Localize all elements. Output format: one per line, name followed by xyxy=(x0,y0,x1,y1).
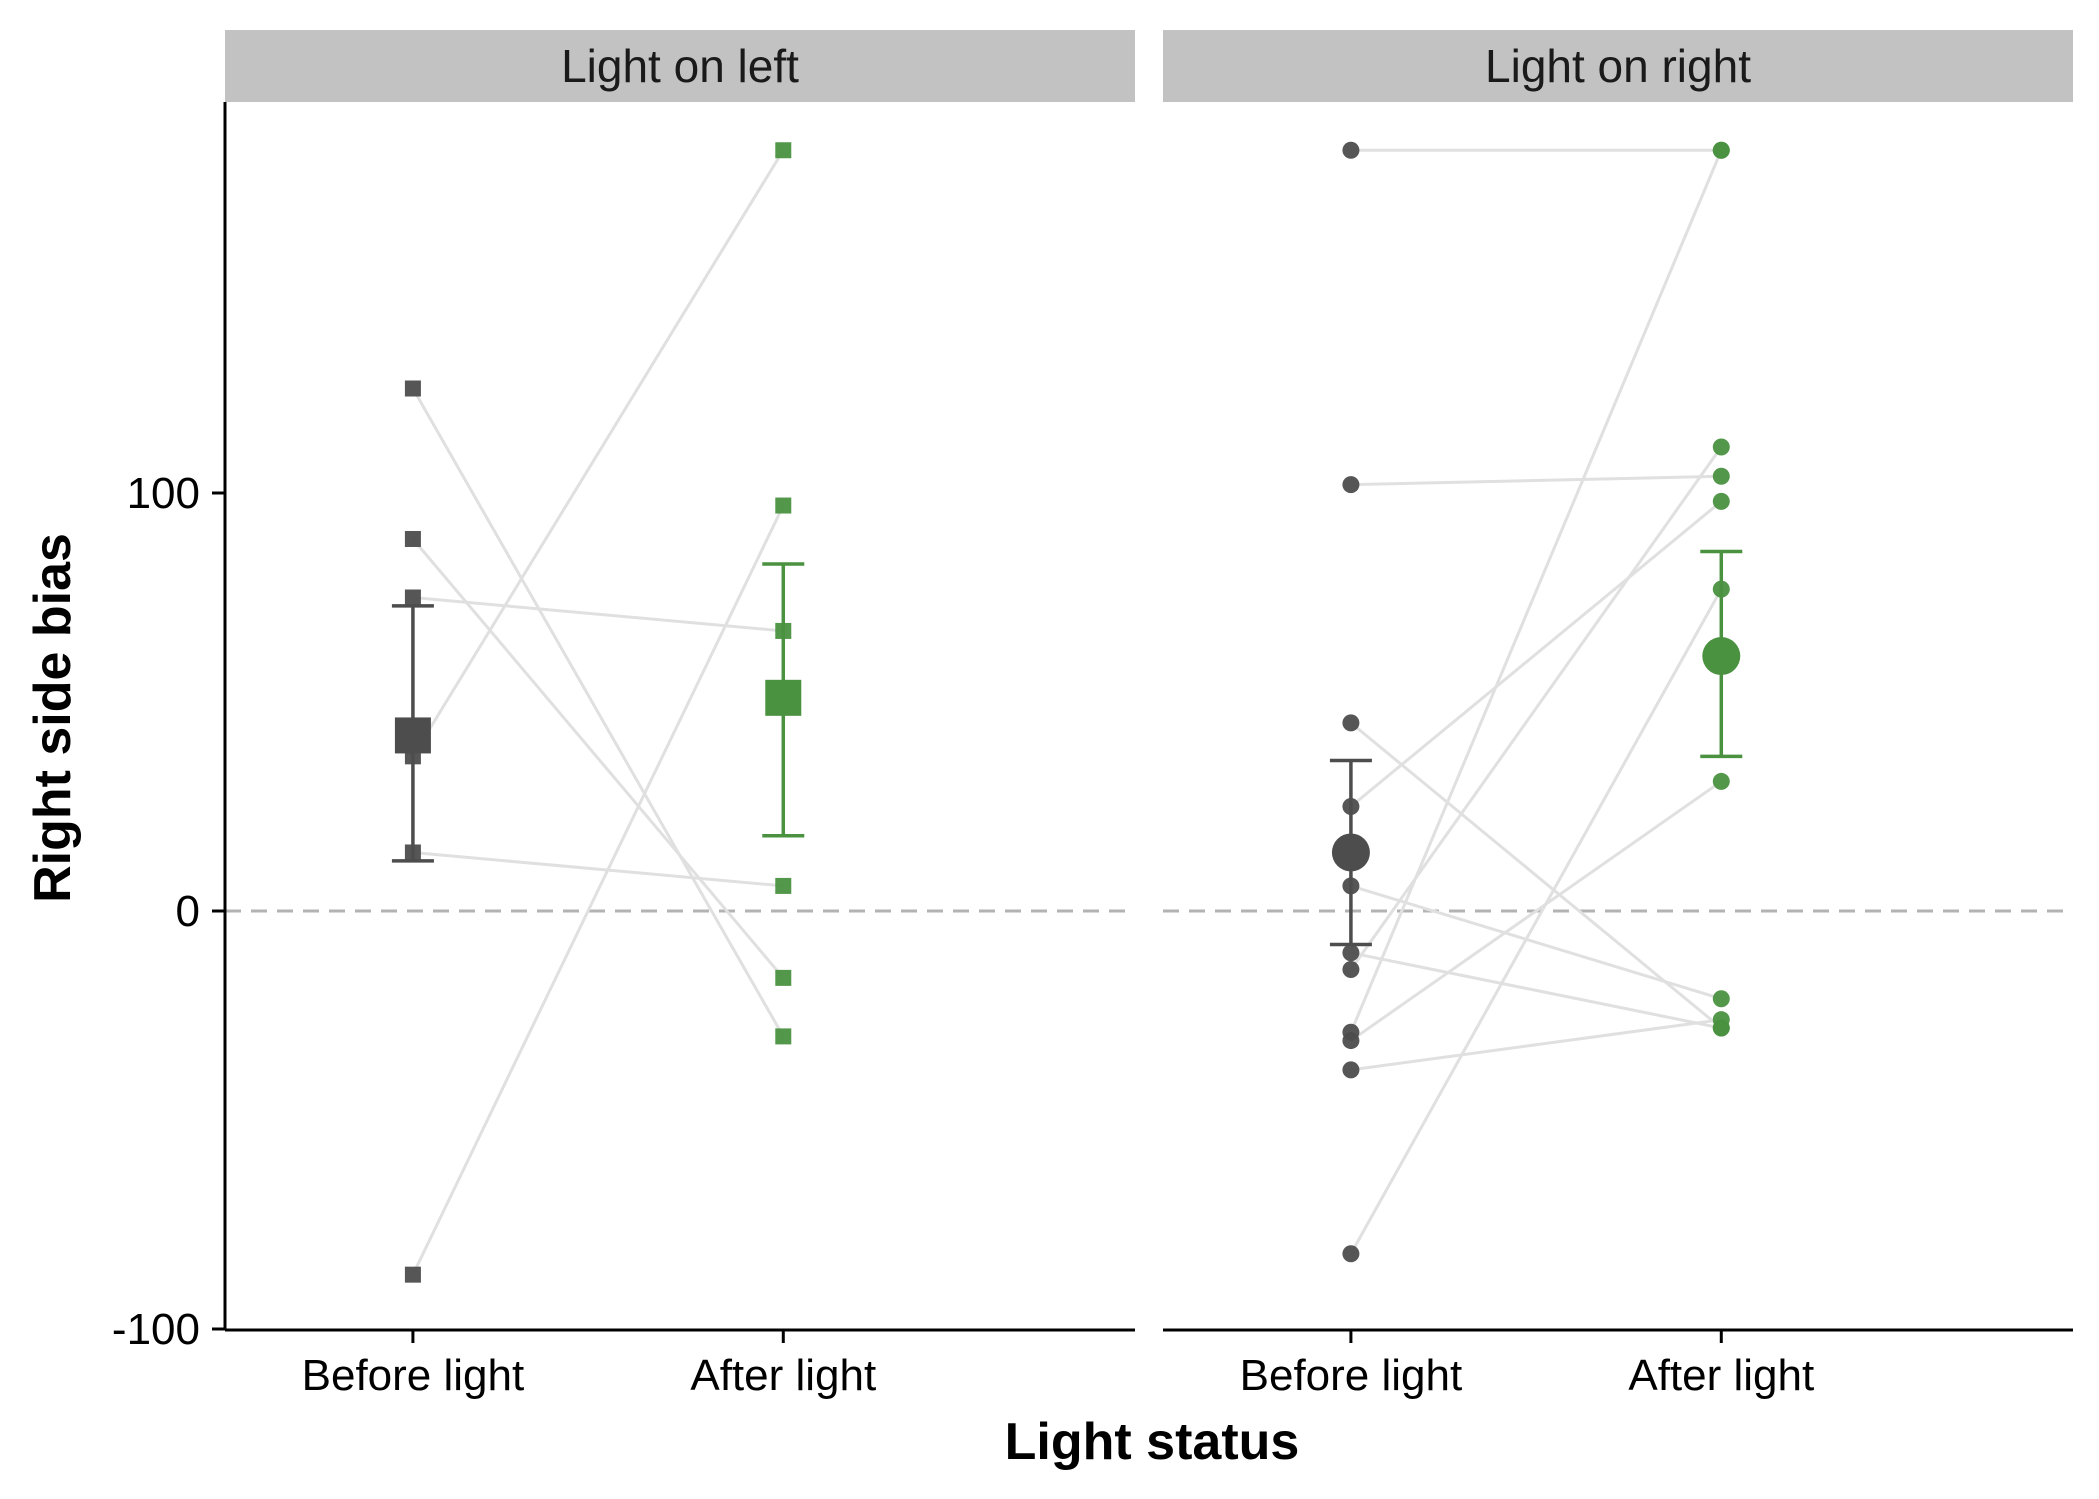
data-point xyxy=(404,1266,421,1283)
data-point xyxy=(775,877,792,894)
paired-connector-line xyxy=(1350,951,1722,1030)
data-point xyxy=(1342,141,1360,159)
y-axis-title: Right side bias xyxy=(24,533,82,903)
paired-connector-line xyxy=(412,596,784,633)
paired-connector-line xyxy=(1349,446,1723,971)
facet-strip-label: Light on right xyxy=(1485,40,1751,92)
facet-panels xyxy=(225,141,2073,1283)
data-point xyxy=(1342,714,1360,732)
data-point xyxy=(1712,772,1730,790)
data-point xyxy=(1712,438,1730,456)
data-point xyxy=(775,497,792,514)
data-point xyxy=(404,530,421,547)
data-point xyxy=(1342,944,1360,962)
paired-connector-line xyxy=(411,149,785,758)
x-tick-label: Before light xyxy=(302,1351,525,1400)
panel-1 xyxy=(225,142,1135,1283)
data-point xyxy=(404,589,421,606)
data-point xyxy=(1342,1032,1360,1050)
paired-connector-line xyxy=(411,387,785,1038)
mean-marker xyxy=(765,679,802,716)
paired-connector-line xyxy=(1350,780,1723,1042)
paired-connector-line xyxy=(1350,1018,1722,1072)
mean-marker xyxy=(1702,637,1741,676)
data-point xyxy=(1712,141,1730,159)
y-axis: -100 0 100 xyxy=(112,102,227,1354)
facet-strips: Light on left Light on right xyxy=(225,30,2073,102)
mean-marker xyxy=(394,717,431,754)
x-tick-label: Before light xyxy=(1240,1351,1463,1400)
data-point xyxy=(404,380,421,397)
data-point xyxy=(1712,467,1730,485)
paired-connector-line xyxy=(412,850,784,888)
x-tick-label: After light xyxy=(1628,1351,1814,1400)
paired-connector-line xyxy=(1350,884,1722,1001)
paired-connector-line xyxy=(1349,149,1723,1033)
data-point xyxy=(775,1028,792,1045)
data-point xyxy=(1712,492,1730,510)
data-point xyxy=(1342,1061,1360,1079)
data-point xyxy=(1712,1011,1730,1029)
data-point xyxy=(1342,476,1360,494)
y-tick-label: 0 xyxy=(176,887,200,936)
mean-marker xyxy=(1331,833,1370,872)
data-point xyxy=(1712,990,1730,1008)
paired-connector-line xyxy=(1350,474,1722,487)
facet-strip xyxy=(225,30,1135,102)
data-point xyxy=(775,969,792,986)
y-tick-label: -100 xyxy=(112,1305,200,1354)
facet-strip xyxy=(1163,30,2073,102)
data-point xyxy=(1342,961,1360,979)
paired-connector-line xyxy=(411,538,785,979)
data-point xyxy=(1342,1245,1360,1263)
y-tick-label: 100 xyxy=(127,469,200,518)
data-point xyxy=(775,142,792,159)
x-axis-title: Light status xyxy=(1005,1413,1300,1471)
panel-2 xyxy=(1163,141,2073,1263)
x-tick-label: After light xyxy=(690,1351,876,1400)
x-axes: Before light After light Before light After… xyxy=(225,1328,2073,1400)
paired-connector-line xyxy=(1349,721,1723,1030)
paired-connector-line xyxy=(1349,500,1723,808)
paired-connector-line xyxy=(411,504,785,1276)
paired-connector-line xyxy=(1349,588,1723,1255)
facet-strip-label: Light on left xyxy=(561,40,799,92)
